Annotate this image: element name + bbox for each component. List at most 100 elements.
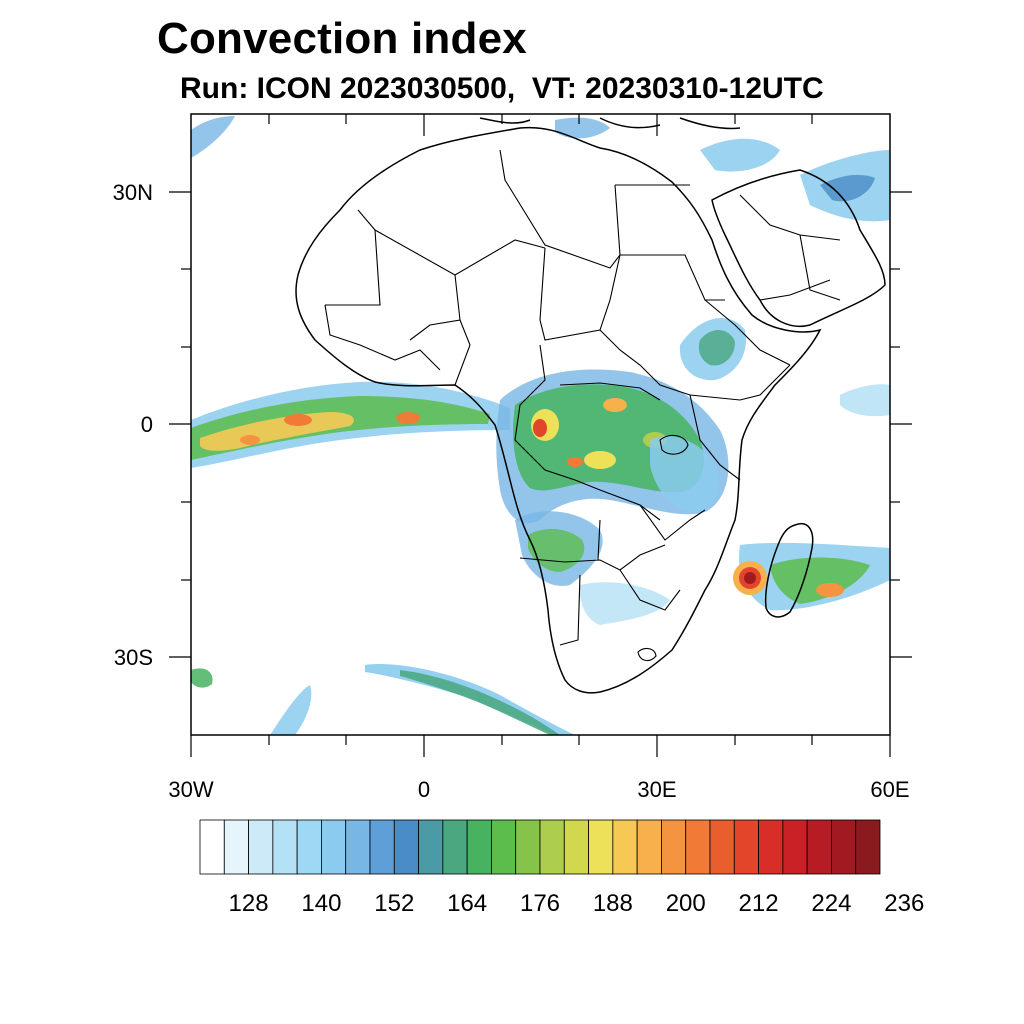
colorbar-box — [733, 819, 759, 875]
x-tick-label-30e: 30E — [637, 777, 676, 802]
border-north-africa-1 — [325, 209, 381, 306]
border-central-1 — [514, 344, 576, 481]
colorbar-box — [855, 819, 881, 875]
convection-cyclone-core — [744, 572, 756, 584]
border-west-africa-2 — [454, 319, 471, 386]
colorbar-label: 164 — [447, 890, 487, 917]
convection-atlantic-core-2 — [396, 412, 420, 424]
border-west-africa-1 — [324, 304, 441, 371]
colorbar-box — [539, 819, 565, 875]
border-sahel-1 — [409, 274, 461, 341]
border-south-3 — [597, 504, 706, 561]
convection-south-atlantic-west — [191, 668, 213, 688]
y-tick-label-0: 0 — [141, 412, 153, 437]
europe-coastline — [479, 117, 741, 130]
border-arabia-2 — [759, 279, 831, 301]
border-arabia-1 — [739, 194, 841, 301]
convection-congo-core-5 — [567, 457, 583, 467]
colorbar-label: 236 — [884, 890, 924, 917]
border-north-africa-3 — [499, 149, 621, 269]
madagascar-coastline — [764, 523, 814, 618]
colorbar-box — [782, 819, 808, 875]
lake-victoria — [659, 434, 689, 455]
convection-madagascar-core — [816, 583, 844, 597]
convection-atlantic-band-inner — [200, 412, 354, 451]
x-tick-label-30w: 30W — [168, 777, 213, 802]
border-south-4 — [619, 569, 681, 611]
convection-south-atlantic-front-inner — [400, 670, 560, 735]
colorbar-box — [831, 819, 857, 875]
colorbar-label: 224 — [811, 890, 851, 917]
x-tick-label-60e: 60E — [870, 777, 909, 802]
convection-atlantic-core-3 — [240, 435, 260, 445]
convection-congo-core-2 — [533, 419, 547, 437]
colorbar-box — [248, 819, 274, 875]
convection-atlantic-band-mid — [191, 396, 490, 460]
convection-south-atlantic-sw — [270, 685, 312, 735]
colorbar-box — [661, 819, 687, 875]
colorbar-box — [636, 819, 662, 875]
colorbar-box — [466, 819, 492, 875]
colorbar-labels: 128 140 152 164 176 188 200 212 224 236 — [229, 890, 925, 917]
border-south-1 — [519, 544, 666, 571]
convection-congo-core-4 — [584, 451, 616, 469]
convection-east-africa — [650, 436, 719, 512]
colorbar-box — [709, 819, 735, 875]
colorbar-box — [442, 819, 468, 875]
border-north-africa-2 — [374, 229, 546, 276]
colorbar-label: 128 — [229, 890, 269, 917]
colorbar-label: 212 — [739, 890, 779, 917]
convection-atlantic-core-1 — [284, 414, 312, 426]
y-tick-label-30s: 30S — [114, 645, 153, 670]
colorbar-label: 152 — [374, 890, 414, 917]
colorbar-box — [272, 819, 298, 875]
colorbar-box — [296, 819, 322, 875]
colorbar-box — [369, 819, 395, 875]
colorbar-box — [588, 819, 614, 875]
plot-title: Convection index — [157, 14, 527, 63]
y-tick-label-30n: 30N — [113, 180, 153, 205]
colorbar-box — [199, 819, 225, 875]
colorbar-box — [806, 819, 832, 875]
arabia-coastline — [711, 169, 886, 327]
colorbar-label: 200 — [666, 890, 706, 917]
border-central-3 — [559, 382, 661, 401]
convection-mideast — [700, 138, 780, 172]
border-east-3 — [689, 364, 791, 401]
convection-arabia-inner — [820, 174, 875, 202]
colorbar-box — [491, 819, 517, 875]
africa-coastline — [295, 126, 822, 694]
plot-subtitle: Run: ICON 2023030500, VT: 20230310-12UTC — [180, 72, 824, 105]
colorbar-box — [563, 819, 589, 875]
convection-madagascar-inner — [770, 557, 870, 604]
country-borders — [324, 149, 841, 661]
convection-ethiopia-inner — [698, 330, 735, 366]
convection-congo-core-3 — [603, 398, 627, 412]
border-central-2 — [599, 329, 691, 396]
colorbar-label: 176 — [520, 890, 560, 917]
border-sahel-2 — [539, 247, 621, 341]
convection-southern-africa — [579, 582, 670, 625]
x-tick-label-0: 0 — [418, 777, 430, 802]
convection-field — [191, 116, 890, 735]
colorbar-box — [393, 819, 419, 875]
colorbar-label: 140 — [301, 890, 341, 917]
colorbar-box — [758, 819, 784, 875]
border-east-2 — [704, 299, 791, 366]
colorbar-box — [418, 819, 444, 875]
convection-north-atlantic — [191, 116, 235, 158]
colorbar-box — [685, 819, 711, 875]
convection-mediterranean — [555, 117, 610, 139]
colorbar-box — [515, 819, 541, 875]
lesotho-border — [637, 647, 657, 661]
colorbar-box — [612, 819, 638, 875]
colorbar-box — [345, 819, 371, 875]
colorbar-box — [321, 819, 347, 875]
axis-ticks — [169, 114, 912, 757]
coastlines — [295, 117, 886, 694]
border-east-1 — [689, 394, 741, 481]
colorbar — [199, 819, 881, 875]
border-south-2 — [559, 574, 581, 646]
border-sahel-3 — [620, 254, 725, 301]
